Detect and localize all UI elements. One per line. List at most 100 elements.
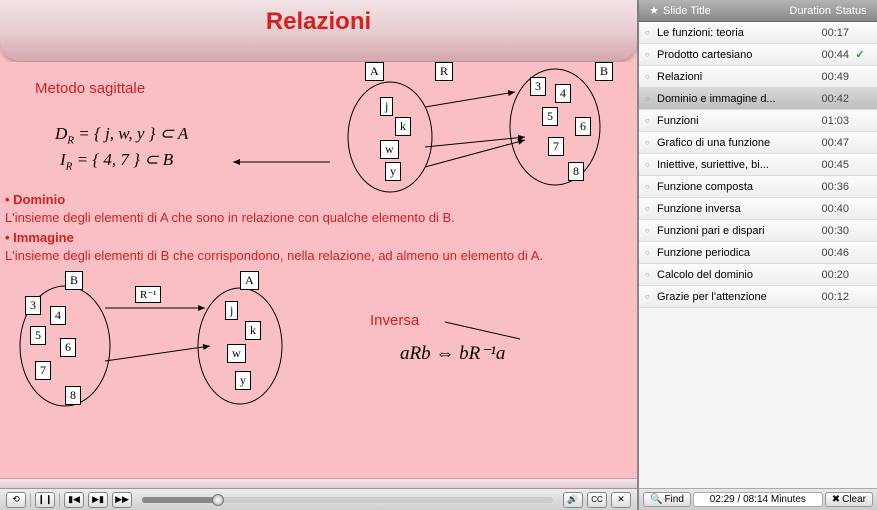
find-button[interactable]: 🔍Find <box>643 492 691 507</box>
volume-button[interactable]: 🔊 <box>563 492 583 508</box>
fwd-button[interactable]: ▶▶ <box>112 492 132 508</box>
bullet-icon: ○ <box>645 160 657 169</box>
node2-k: k <box>245 321 261 340</box>
bullet-icon: ○ <box>645 204 657 213</box>
dominio-text: L'insieme degli elementi di A che sono i… <box>5 210 455 225</box>
bullet-icon: ○ <box>645 292 657 301</box>
diagram-top: A R B j k w y 3 4 5 6 7 8 <box>330 62 620 202</box>
slide-row[interactable]: ○ Grafico di una funzione 00:47 <box>639 132 877 154</box>
slide-row[interactable]: ○ Funzione inversa 00:40 <box>639 198 877 220</box>
duration-header[interactable]: Duration <box>781 5 831 17</box>
slide-row[interactable]: ○ Dominio e immagine d... 00:42 <box>639 88 877 110</box>
time-display: 02:29 / 08:14 Minutes <box>693 492 823 507</box>
node-8: 8 <box>568 162 584 181</box>
slide-row-title: Grafico di una funzione <box>657 137 809 149</box>
slide-row-duration: 00:49 <box>809 71 849 83</box>
inversa-math: aRb ⇔ bR⁻¹a <box>400 342 505 365</box>
slide-row-title: Dominio e immagine d... <box>657 93 809 105</box>
slide-row-title: Funzioni pari e dispari <box>657 225 809 237</box>
slide-row[interactable]: ○ Iniettive, suriettive, bi... 00:45 <box>639 154 877 176</box>
inversa-label: Inversa <box>370 312 419 329</box>
sidebar-header: ★ Slide Title Duration Status <box>639 0 877 22</box>
star-header[interactable]: ★ <box>645 4 663 17</box>
slide-row-duration: 00:45 <box>809 159 849 171</box>
node2-j: j <box>225 301 238 320</box>
progress-bar[interactable] <box>142 497 553 503</box>
node2-8: 8 <box>65 386 81 405</box>
clear-button[interactable]: ✖Clear <box>825 492 873 507</box>
status-header[interactable]: Status <box>831 5 871 17</box>
slide-row-title: Funzione periodica <box>657 247 809 259</box>
slide-row-title: Funzione composta <box>657 181 809 193</box>
bullet-icon: ○ <box>645 226 657 235</box>
arrow-left <box>225 152 335 172</box>
slide-row[interactable]: ○ Le funzioni: teoria 00:17 <box>639 22 877 44</box>
restart-button[interactable]: ⟲ <box>6 492 26 508</box>
set-b-label: B <box>595 62 613 81</box>
immagine-text: L'insieme degli elementi di B che corris… <box>5 248 543 263</box>
slide-row-title: Calcolo del dominio <box>657 269 809 281</box>
pause-button[interactable]: ❙❙ <box>35 492 55 508</box>
slide-row-title: Funzione inversa <box>657 203 809 215</box>
slide-list[interactable]: ○ Le funzioni: teoria 00:17 ○ Prodotto c… <box>639 22 877 488</box>
math-ir: IR = { 4, 7 } ⊂ B <box>60 150 173 172</box>
set-a-label: A <box>365 62 384 81</box>
slide-row-duration: 00:20 <box>809 269 849 281</box>
slide-row[interactable]: ○ Funzioni 01:03 <box>639 110 877 132</box>
slide-row-duration: 00:40 <box>809 203 849 215</box>
slide-row-duration: 00:17 <box>809 27 849 39</box>
slide-row[interactable]: ○ Relazioni 00:49 <box>639 66 877 88</box>
slide-row-duration: 00:36 <box>809 181 849 193</box>
search-icon: 🔍 <box>650 494 662 505</box>
set-b-label-2: B <box>65 271 83 290</box>
main-panel: Relazioni Metodo sagittale DR = { j, w, … <box>0 0 637 510</box>
slide-title: Relazioni <box>0 0 637 36</box>
node-7: 7 <box>548 137 564 156</box>
slide-row[interactable]: ○ Funzione periodica 00:46 <box>639 242 877 264</box>
dominio-header: • Dominio <box>5 192 65 207</box>
node-k: k <box>395 117 411 136</box>
node2-4: 4 <box>50 306 66 325</box>
title-header[interactable]: Slide Title <box>663 5 781 17</box>
playback-bar: ⟲ ❙❙ ▮◀ ▶▮ ▶▶ 🔊 CC ✕ <box>0 488 637 510</box>
bullet-icon: ○ <box>645 138 657 147</box>
slide-row-duration: 01:03 <box>809 115 849 127</box>
sidebar: ★ Slide Title Duration Status ○ Le funzi… <box>637 0 877 510</box>
node2-5: 5 <box>30 326 46 345</box>
slide-row[interactable]: ○ Calcolo del dominio 00:20 <box>639 264 877 286</box>
node-6: 6 <box>575 117 591 136</box>
prev-button[interactable]: ▮◀ <box>64 492 84 508</box>
immagine-header: • Immagine <box>5 230 74 245</box>
slide-row-status: ✓ <box>849 48 871 61</box>
bullet-icon: ○ <box>645 182 657 191</box>
diagram-bottom: B R⁻¹ A 3 4 5 6 7 8 j k w y <box>5 266 305 416</box>
slide-row-duration: 00:47 <box>809 137 849 149</box>
node-3: 3 <box>530 77 546 96</box>
exit-button[interactable]: ✕ <box>611 492 631 508</box>
slide-row[interactable]: ○ Prodotto cartesiano 00:44 ✓ <box>639 44 877 66</box>
slide-row-title: Prodotto cartesiano <box>657 49 809 61</box>
progress-fill <box>142 497 216 503</box>
clear-icon: ✖ <box>832 494 840 505</box>
slide-row-title: Grazie per l'attenzione <box>657 291 809 303</box>
slide-row-duration: 00:46 <box>809 247 849 259</box>
next-button[interactable]: ▶▮ <box>88 492 108 508</box>
cc-button[interactable]: CC <box>587 492 607 508</box>
bullet-icon: ○ <box>645 94 657 103</box>
slide-row[interactable]: ○ Grazie per l'attenzione 00:12 <box>639 286 877 308</box>
slide-row[interactable]: ○ Funzione composta 00:36 <box>639 176 877 198</box>
math-dr: DR = { j, w, y } ⊂ A <box>55 124 188 146</box>
slide-row-title: Le funzioni: teoria <box>657 27 809 39</box>
r-label: R <box>435 62 453 81</box>
slide-row[interactable]: ○ Funzioni pari e dispari 00:30 <box>639 220 877 242</box>
set-a-label-2: A <box>240 271 259 290</box>
bullet-icon: ○ <box>645 248 657 257</box>
slide-row-duration: 00:44 <box>809 49 849 61</box>
deco-bar <box>0 478 637 488</box>
node-y: y <box>385 162 401 181</box>
slide-row-title: Relazioni <box>657 71 809 83</box>
progress-thumb[interactable] <box>212 494 224 506</box>
node-4: 4 <box>555 84 571 103</box>
node2-7: 7 <box>35 361 51 380</box>
node-5: 5 <box>542 107 558 126</box>
